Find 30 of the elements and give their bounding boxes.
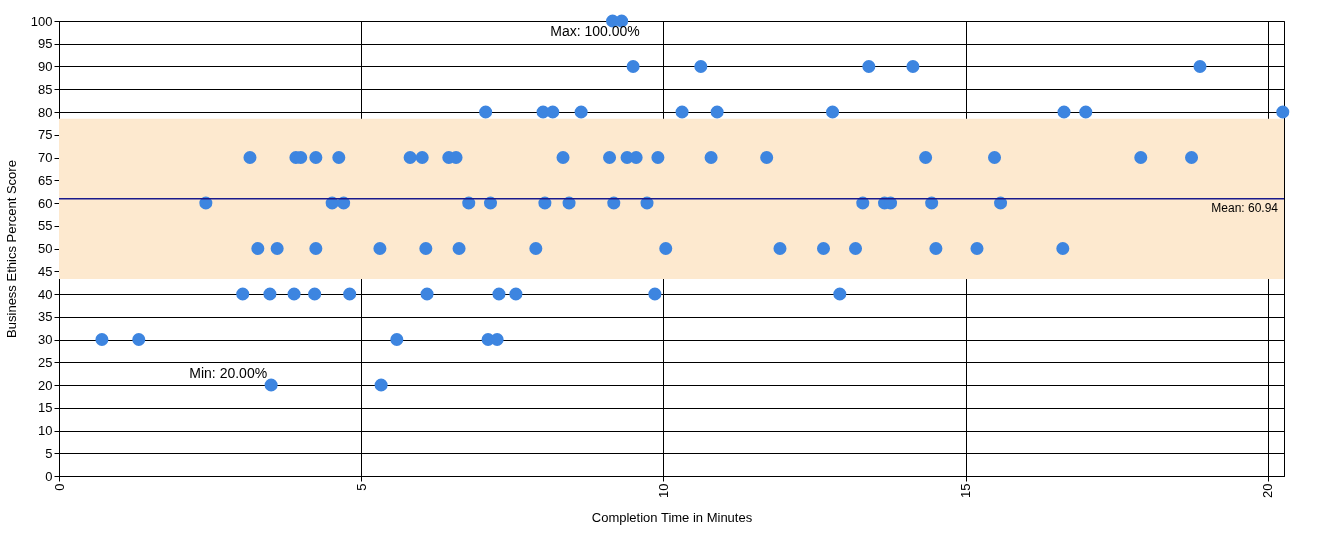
y-tick-label: 30 <box>38 332 53 347</box>
y-tick-label: 70 <box>38 150 53 165</box>
y-tick-label: 40 <box>38 286 53 302</box>
x-tick-label: 20 <box>1260 483 1276 498</box>
y-tick-label: 75 <box>38 127 53 143</box>
y-tick-label: 50 <box>38 241 53 256</box>
y-tick-label: 100 <box>30 13 53 29</box>
y-tick-label: 80 <box>38 104 53 120</box>
y-tick-label: 15 <box>38 400 53 416</box>
y-tick-label: 95 <box>38 36 53 52</box>
y-tick-label: 60 <box>38 195 53 211</box>
y-tick-label: 5 <box>45 445 53 461</box>
y-tick-label: 55 <box>38 218 53 234</box>
y-tick-label: 25 <box>38 354 53 370</box>
y-tick-label: 65 <box>38 172 53 188</box>
y-tick-label: 20 <box>38 377 53 393</box>
x-tick-label: 15 <box>958 483 974 498</box>
x-tick-label: 0 <box>51 483 67 491</box>
annotation: Max: 100.00% <box>550 23 640 39</box>
y-tick-label: 85 <box>38 81 53 97</box>
x-tick-label: 5 <box>353 483 369 491</box>
y-tick-label: 90 <box>38 59 53 74</box>
x-tick-label: 10 <box>655 483 671 498</box>
y-tick-label: 10 <box>38 423 53 438</box>
annotation: Min: 20.00% <box>189 365 268 381</box>
x-axis-title: Completion Time in Minutes <box>591 509 753 525</box>
ref-line-label: Mean: 60.94 <box>1211 200 1279 215</box>
y-axis-title: Business Ethics Percent Score <box>3 160 19 338</box>
y-tick-label: 45 <box>38 263 53 279</box>
y-tick-label: 35 <box>38 309 53 325</box>
